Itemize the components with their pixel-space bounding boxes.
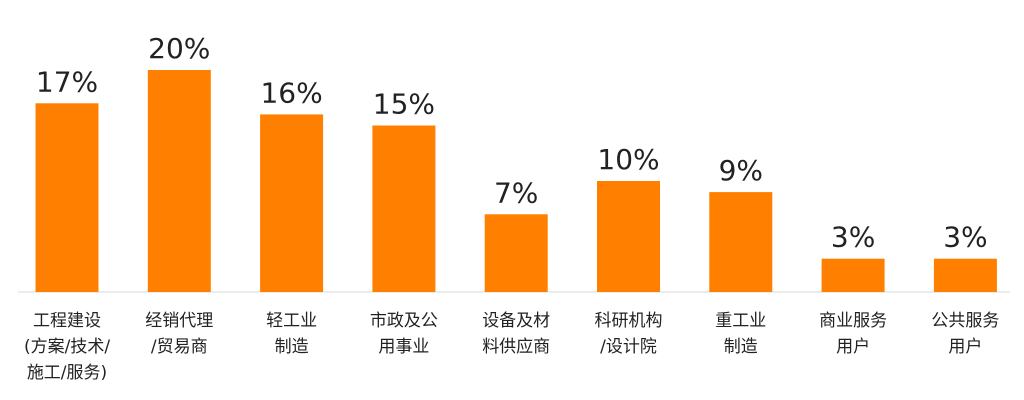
value-label: 9%: [719, 154, 763, 187]
bar: [372, 125, 436, 292]
category-label: /贸易商: [151, 337, 208, 357]
category-label: 商业服务: [819, 311, 887, 331]
category-label: (方案/技术/: [24, 337, 110, 357]
value-label: 16%: [260, 76, 322, 109]
category-label: 科研机构: [595, 311, 663, 331]
bar: [709, 192, 773, 292]
category-label: 用户: [836, 337, 870, 357]
bar: [597, 181, 660, 292]
category-label: 公共服务: [931, 311, 999, 331]
bar: [933, 258, 997, 292]
category-label: 制造: [724, 337, 758, 357]
value-label: 3%: [831, 221, 875, 254]
value-label: 10%: [597, 143, 659, 176]
category-label: 施工/服务): [27, 363, 107, 383]
category-label: 市政及公: [370, 311, 438, 331]
value-label: 7%: [494, 176, 538, 209]
category-label: 用事业: [378, 337, 429, 357]
category-label: 工程建设: [33, 311, 101, 331]
category-label: 料供应商: [482, 337, 550, 357]
bar: [35, 103, 99, 292]
category-label: 设备及材: [482, 311, 550, 331]
category-label: 轻工业: [266, 311, 317, 331]
value-label: 17%: [36, 65, 98, 98]
value-label: 15%: [373, 88, 435, 121]
value-label: 3%: [943, 221, 987, 254]
bar: [147, 70, 211, 292]
category-label: 制造: [275, 337, 309, 357]
value-label: 20%: [148, 32, 210, 65]
category-label: 用户: [948, 337, 982, 357]
bar: [260, 114, 324, 293]
category-label: 经销代理: [145, 311, 213, 331]
bar: [821, 258, 885, 292]
bar: [484, 214, 548, 292]
category-label: 重工业: [715, 311, 766, 331]
category-label: /设计院: [600, 337, 657, 357]
